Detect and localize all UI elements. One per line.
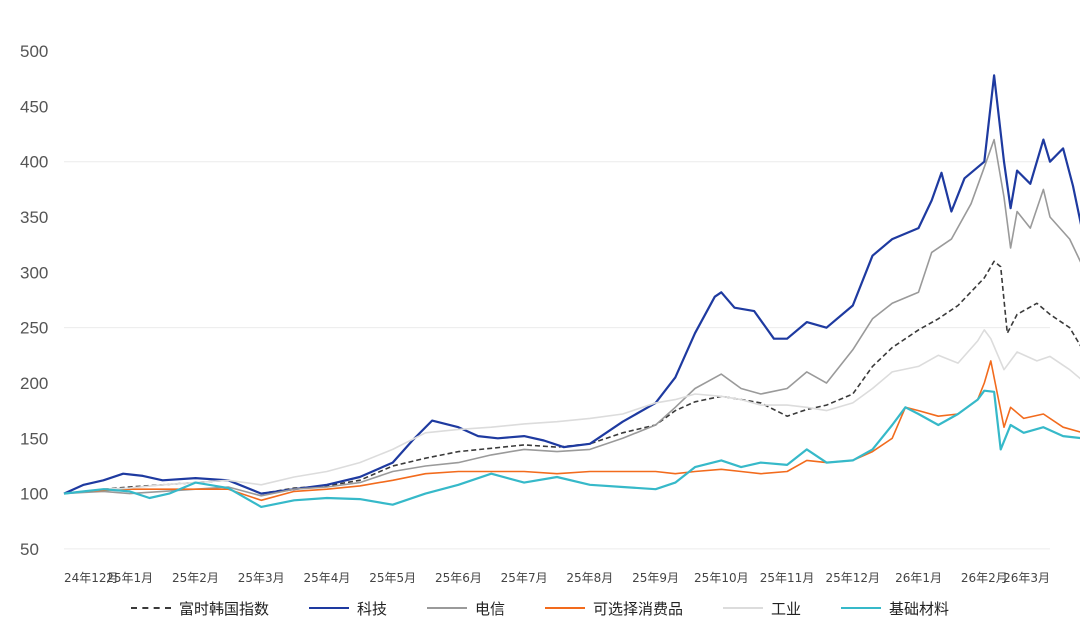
legend: 富时韩国指数 科技 电信 可选择消费品 工业 基础材料 [0,596,1080,620]
series-lines [63,74,1080,508]
x-tick-label: 25年4月 [303,571,350,585]
y-tick-label: 50 [20,540,39,559]
legend-item-4: 工业 [723,598,801,619]
x-tick-label: 25年11月 [760,571,815,585]
x-tick-label: 25年5月 [369,571,416,585]
y-tick-label: 300 [20,263,48,282]
legend-item-0: 富时韩国指数 [130,598,269,619]
y-tick-label: 450 [20,97,48,116]
series-line-1 [63,74,1080,495]
series-line-5 [63,389,1080,508]
series-line-2 [63,138,1080,497]
series-line-4 [63,329,1080,495]
x-tick-label: 24年12月 [64,571,119,585]
legend-label: 富时韩国指数 [178,599,269,618]
y-axis-ticks: 50 100 150 200 250 300 350 400 450 500 [20,42,48,559]
x-tick-label: 25年2月 [172,571,219,585]
legend-item-2: 电信 [426,598,505,619]
legend-swatch [545,607,585,609]
x-tick-label: 26年3月 [1003,571,1050,585]
y-tick-label: 200 [20,374,48,393]
grid-lines [64,161,1050,550]
x-tick-label: 25年9月 [632,571,679,585]
legend-swatch [426,607,467,609]
legend-label: 工业 [771,599,802,618]
legend-label: 基础材料 [889,599,950,618]
y-tick-label: 500 [20,42,48,61]
x-tick-label: 26年1月 [895,571,942,585]
legend-swatch [308,607,349,609]
legend-swatch [841,607,882,609]
legend-label: 电信 [474,599,505,618]
x-tick-label: 25年6月 [435,571,482,585]
x-tick-label: 25年1月 [106,571,153,585]
x-tick-label: 25年10月 [694,571,749,585]
legend-swatch [130,607,171,609]
x-tick-label: 25年7月 [501,571,548,585]
x-tick-label: 25年3月 [238,571,285,585]
legend-swatch [723,607,764,609]
x-tick-label: 26年2月 [961,571,1008,585]
legend-item-1: 科技 [308,598,387,619]
y-tick-label: 150 [20,429,48,448]
series-line-3 [63,360,1080,502]
legend-label: 可选择消费品 [593,599,684,618]
series-line-0 [63,260,1080,495]
y-tick-label: 350 [20,208,48,227]
x-tick-label: 25年12月 [826,571,881,585]
y-tick-label: 400 [20,153,48,172]
legend-item-5: 基础材料 [841,598,949,619]
y-tick-label: 100 [20,485,48,504]
legend-label: 科技 [356,599,387,618]
legend-item-3: 可选择消费品 [545,598,683,619]
x-tick-label: 25年8月 [566,571,613,585]
y-tick-label: 250 [20,319,48,338]
